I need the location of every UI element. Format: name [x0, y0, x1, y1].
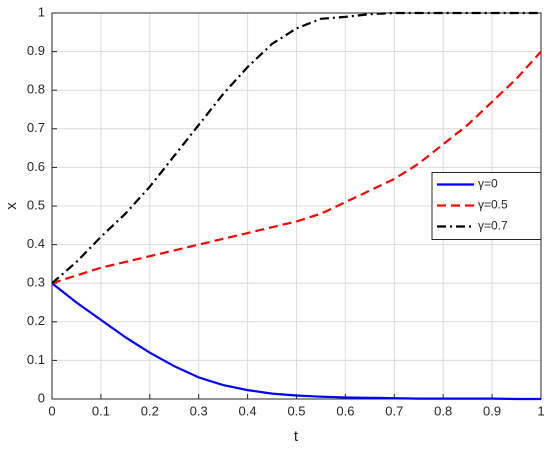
y-tick-label: 0 — [38, 390, 45, 405]
data-line — [51, 50, 542, 285]
y-tick-label: 0.7 — [27, 120, 45, 135]
x-tick-label: 0.7 — [385, 403, 403, 418]
legend: γ=0 γ=0.5 γ=0.7 — [431, 172, 542, 240]
x-tick-label: 0.6 — [336, 403, 354, 418]
x-tick-label: 0.5 — [287, 403, 305, 418]
data-line — [51, 11, 541, 285]
x-tick-label: 0.9 — [483, 403, 501, 418]
legend-label: γ=0 — [478, 177, 498, 191]
legend-label: γ=0.5 — [478, 198, 508, 212]
y-tick-label: 0.2 — [27, 313, 45, 328]
legend-label: γ=0.7 — [478, 219, 508, 233]
x-tick-label: 0.4 — [239, 403, 257, 418]
y-tick-label: 0.4 — [27, 236, 45, 251]
y-tick-label: 0.9 — [27, 43, 45, 58]
x-tick-label: 1 — [537, 403, 544, 418]
x-axis-label: t — [294, 428, 299, 445]
y-tick-label: 0.3 — [27, 275, 45, 290]
y-tick-label: 0.6 — [27, 159, 45, 174]
x-tick-label: 0.8 — [434, 403, 452, 418]
y-tick-label: 0.8 — [27, 82, 45, 97]
y-tick-label: 0.5 — [27, 197, 45, 212]
data-line — [51, 282, 541, 401]
x-tick-label: 0 — [48, 403, 55, 418]
y-tick-label: 0.1 — [27, 352, 45, 367]
y-tick-label: 1 — [38, 4, 45, 19]
y-axis-label: x — [3, 202, 20, 210]
x-tick-label: 0.2 — [141, 403, 159, 418]
x-tick-label: 0.3 — [190, 403, 208, 418]
x-tick-label: 0.1 — [92, 403, 110, 418]
